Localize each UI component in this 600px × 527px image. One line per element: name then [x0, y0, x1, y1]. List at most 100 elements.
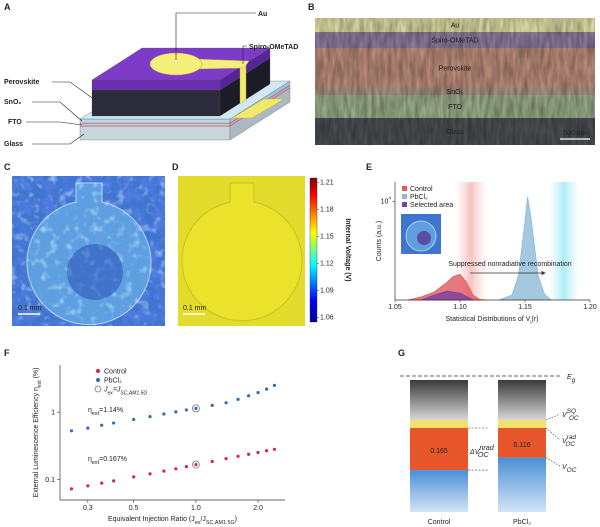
map-pbcl2	[178, 176, 305, 326]
colorbar-tick-label: 1.06	[320, 315, 334, 322]
layer-label: SnO₂	[4, 99, 22, 106]
superscript: rad	[567, 434, 577, 441]
data-point	[174, 410, 178, 414]
x-axis-label: Equivalent Injection Ratio (Jex/JSC,AM1.…	[108, 516, 237, 526]
level-leader	[545, 457, 561, 467]
data-point	[210, 459, 214, 464]
text-part: =1.14%	[99, 407, 123, 414]
legend-marker	[96, 378, 100, 382]
panel-label: B	[308, 2, 315, 12]
superscript: nrad	[479, 443, 494, 452]
text-part: η	[88, 456, 92, 463]
data-point	[100, 423, 104, 427]
sq-band	[498, 420, 546, 428]
subscript: ext	[92, 411, 100, 417]
text-part: 10	[381, 199, 389, 206]
data-point	[224, 457, 228, 461]
x-axis-label: Statistical Distributions of Vi(r)	[446, 316, 539, 326]
leader-line	[26, 121, 83, 126]
text-part: V	[562, 438, 568, 445]
map-spots	[12, 176, 165, 326]
data-point	[194, 463, 198, 467]
data-point	[236, 454, 240, 458]
leader-line	[32, 133, 85, 145]
y-tick-label: 104	[381, 196, 392, 206]
layer-front	[91, 79, 221, 91]
au-strip	[239, 62, 247, 105]
subscript: SC,AM1.5G	[120, 391, 147, 397]
subscript: ext	[92, 460, 100, 466]
x-tick-label: 1.10	[453, 304, 467, 311]
subscript: g	[572, 377, 576, 384]
level-label: VOC	[562, 464, 577, 474]
reference-marker	[191, 460, 200, 469]
layer-front	[79, 118, 231, 124]
annotation: ηext=0.167%	[88, 456, 127, 466]
bandgap-label: Eg	[567, 374, 576, 384]
sq-band	[410, 420, 468, 428]
subscript: OC	[569, 415, 579, 422]
layer-front	[79, 122, 231, 127]
data-point	[69, 487, 74, 491]
panel-label: A	[4, 2, 11, 12]
layer-label: FTO	[8, 119, 22, 126]
legend-swatch	[402, 202, 407, 207]
column-label: PbCl₂	[513, 519, 531, 526]
loss-free-region	[498, 380, 546, 420]
data-point	[236, 397, 240, 401]
scale-bar-label: 0.1 mm	[183, 305, 207, 312]
colorbar-tick-label: 1.15	[320, 234, 334, 241]
colorbar-tick-label: 1.21	[320, 180, 334, 187]
panel-label: E	[366, 162, 372, 172]
text-part: Statistical Distributions of	[446, 316, 526, 323]
text-part: =J	[113, 387, 121, 394]
data-point	[148, 472, 152, 476]
voc-region	[498, 457, 546, 512]
leader-line	[52, 81, 96, 101]
map-control	[12, 176, 165, 326]
data-point	[224, 401, 228, 405]
highlight-band	[549, 182, 579, 300]
text-part: (r)	[531, 316, 538, 323]
legend-swatch	[402, 186, 407, 191]
legend-marker	[94, 385, 102, 393]
scale-bar-label: 0.1 mm	[18, 305, 42, 312]
map-noise	[178, 176, 305, 326]
inset-selected	[417, 231, 431, 245]
dark-region	[67, 244, 123, 300]
data-point	[265, 387, 269, 391]
superscript: 4	[388, 196, 391, 201]
data-point	[86, 484, 90, 488]
x-tick-label: 1.05	[388, 304, 402, 311]
x-tick-label: 0.5	[129, 505, 139, 512]
nonradiative-loss	[410, 428, 468, 471]
data-point	[112, 479, 116, 483]
legend-label: PbCl₂	[104, 378, 122, 385]
data-point	[132, 475, 136, 479]
data-point	[265, 449, 269, 453]
colorbar-tick-label: 1.18	[320, 207, 334, 214]
y-tick-label: 0.1	[45, 477, 55, 484]
colorbar	[309, 177, 318, 323]
panel-label: F	[4, 348, 10, 358]
data-point	[132, 417, 136, 422]
bottom-contact	[231, 98, 285, 119]
data-point	[69, 429, 74, 433]
colorbar-tick-label: 1.09	[320, 288, 334, 295]
subscript: SC,AM1.5G	[206, 520, 235, 526]
layer-label: Perovskite	[4, 79, 40, 86]
delta-label: ΔVnrad OC	[469, 443, 495, 459]
subscript: OC	[478, 450, 490, 459]
x-tick-label: 1.20	[583, 304, 597, 311]
panel-label: C	[4, 162, 11, 172]
text-part: ΔV	[469, 449, 481, 456]
subscript: ex	[195, 520, 201, 526]
data-point	[100, 481, 104, 485]
data-point	[247, 394, 251, 398]
x-tick-label: 0.3	[83, 505, 93, 512]
data-point	[112, 421, 116, 425]
data-point	[162, 469, 166, 473]
leader-line	[175, 12, 256, 60]
text-part: J	[191, 516, 195, 523]
